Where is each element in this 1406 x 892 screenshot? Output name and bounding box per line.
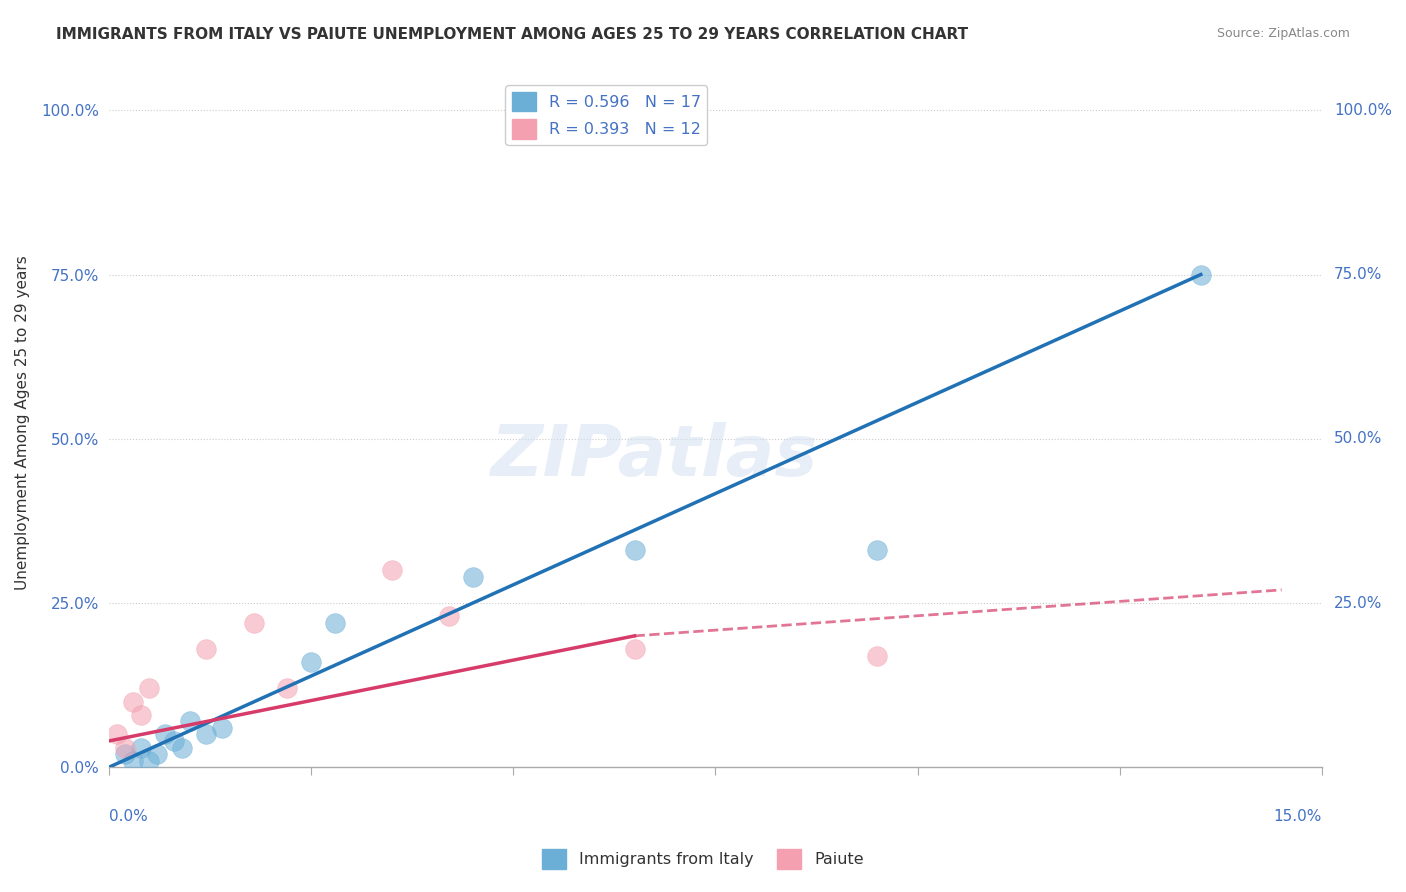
Text: Source: ZipAtlas.com: Source: ZipAtlas.com xyxy=(1216,27,1350,40)
Point xyxy=(381,563,404,577)
Legend: Immigrants from Italy, Paiute: Immigrants from Italy, Paiute xyxy=(536,843,870,875)
Point xyxy=(194,642,217,657)
Point xyxy=(299,655,322,669)
Text: ZIPatlas: ZIPatlas xyxy=(491,422,818,491)
Text: 75.0%: 75.0% xyxy=(1334,267,1382,282)
Point xyxy=(179,714,201,729)
Point xyxy=(461,570,484,584)
Point xyxy=(866,543,889,558)
Text: IMMIGRANTS FROM ITALY VS PAIUTE UNEMPLOYMENT AMONG AGES 25 TO 29 YEARS CORRELATI: IMMIGRANTS FROM ITALY VS PAIUTE UNEMPLOY… xyxy=(56,27,969,42)
Point xyxy=(162,734,184,748)
Point xyxy=(1189,268,1212,282)
Y-axis label: Unemployment Among Ages 25 to 29 years: Unemployment Among Ages 25 to 29 years xyxy=(15,255,30,590)
Point xyxy=(276,681,298,696)
Point xyxy=(122,695,145,709)
Text: 25.0%: 25.0% xyxy=(1334,596,1382,610)
Point xyxy=(323,615,346,630)
Point xyxy=(129,740,152,755)
Text: 100.0%: 100.0% xyxy=(1334,103,1392,118)
Point xyxy=(105,727,128,741)
Point xyxy=(138,681,160,696)
Point xyxy=(211,721,233,735)
Point xyxy=(437,609,460,624)
Text: 15.0%: 15.0% xyxy=(1274,809,1322,823)
Point xyxy=(129,707,152,722)
Point xyxy=(114,747,136,761)
Point xyxy=(155,727,177,741)
Point xyxy=(114,740,136,755)
Point xyxy=(243,615,266,630)
Legend: R = 0.596   N = 17, R = 0.393   N = 12: R = 0.596 N = 17, R = 0.393 N = 12 xyxy=(505,86,707,145)
Point xyxy=(122,754,145,768)
Point xyxy=(623,642,645,657)
Point xyxy=(170,740,193,755)
Text: 50.0%: 50.0% xyxy=(1334,431,1382,446)
Text: 0.0%: 0.0% xyxy=(108,809,148,823)
Point xyxy=(623,543,645,558)
Point xyxy=(194,727,217,741)
Point xyxy=(138,754,160,768)
Point xyxy=(866,648,889,663)
Point xyxy=(146,747,169,761)
